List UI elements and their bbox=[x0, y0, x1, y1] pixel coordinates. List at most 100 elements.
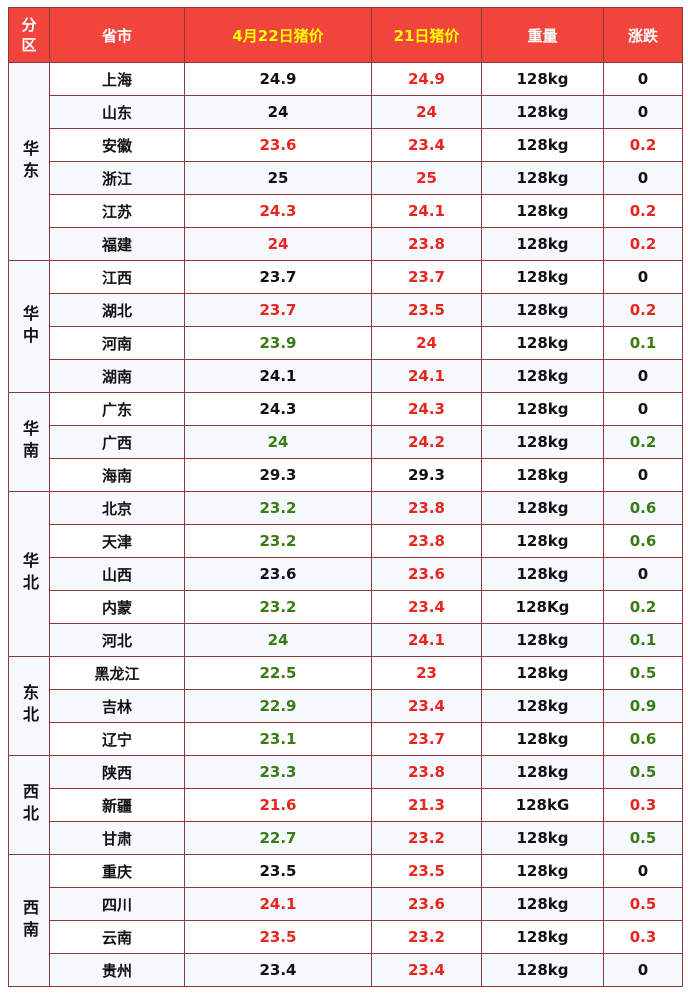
header-region: 分区 bbox=[8, 7, 50, 63]
weight-cell: 128kg bbox=[481, 161, 604, 195]
province-cell: 安徽 bbox=[49, 128, 185, 162]
province-cell: 河南 bbox=[49, 326, 185, 360]
region-label: 华中 bbox=[8, 260, 50, 393]
table-row: 西北 陕西 23.3 23.8 128kg 0.5 bbox=[8, 755, 683, 855]
price-21-cell: 24 bbox=[371, 326, 482, 360]
change-cell: 0.2 bbox=[603, 227, 683, 261]
change-cell: 0 bbox=[603, 62, 683, 96]
region-label: 西北 bbox=[8, 755, 50, 855]
weight-cell: 128kg bbox=[481, 755, 604, 789]
change-cell: 0 bbox=[603, 359, 683, 393]
province-cell: 广西 bbox=[49, 425, 185, 459]
table-row: 华北 北京 23.2 23.8 128kg 0.6 bbox=[8, 491, 683, 657]
price-0422-cell: 23.6 bbox=[184, 128, 372, 162]
province-cell: 四川 bbox=[49, 887, 185, 921]
price-0422-cell: 22.5 bbox=[184, 656, 372, 690]
table-row: 天津 23.2 23.8 128kg 0.6 bbox=[9, 524, 683, 558]
table-row: 甘肃 22.7 23.2 128kg 0.5 bbox=[9, 821, 683, 855]
table-row: 贵州 23.4 23.4 128kg 0 bbox=[9, 953, 683, 987]
region-label: 华东 bbox=[8, 62, 50, 261]
province-cell: 吉林 bbox=[49, 689, 185, 723]
price-0422-cell: 23.5 bbox=[184, 854, 372, 888]
change-cell: 0.6 bbox=[603, 722, 683, 756]
weight-cell: 128kg bbox=[481, 524, 604, 558]
table-row: 河南 23.9 24 128kg 0.1 bbox=[9, 326, 683, 360]
change-cell: 0.2 bbox=[603, 293, 683, 327]
table-row: 山东 24 24 128kg 0 bbox=[9, 95, 683, 129]
weight-cell: 128kg bbox=[481, 623, 604, 657]
change-cell: 0 bbox=[603, 161, 683, 195]
price-21-cell: 29.3 bbox=[371, 458, 482, 492]
price-0422-cell: 24 bbox=[184, 95, 372, 129]
price-21-cell: 23.4 bbox=[371, 689, 482, 723]
price-0422-cell: 24 bbox=[184, 623, 372, 657]
table-row: 浙江 25 25 128kg 0 bbox=[9, 161, 683, 195]
change-cell: 0.2 bbox=[603, 425, 683, 459]
province-cell: 浙江 bbox=[49, 161, 185, 195]
change-cell: 0.3 bbox=[603, 920, 683, 954]
price-0422-cell: 24 bbox=[184, 425, 372, 459]
price-0422-cell: 23.3 bbox=[184, 755, 372, 789]
table-row: 云南 23.5 23.2 128kg 0.3 bbox=[9, 920, 683, 954]
price-21-cell: 23.8 bbox=[371, 491, 482, 525]
table-row: 江苏 24.3 24.1 128kg 0.2 bbox=[9, 194, 683, 228]
weight-cell: 128kg bbox=[481, 95, 604, 129]
change-cell: 0.6 bbox=[603, 491, 683, 525]
table-row: 海南 29.3 29.3 128kg 0 bbox=[9, 458, 683, 492]
price-0422-cell: 25 bbox=[184, 161, 372, 195]
price-21-cell: 23.4 bbox=[371, 590, 482, 624]
change-cell: 0.5 bbox=[603, 821, 683, 855]
change-cell: 0.3 bbox=[603, 788, 683, 822]
price-0422-cell: 23.4 bbox=[184, 953, 372, 987]
weight-cell: 128kg bbox=[481, 293, 604, 327]
province-cell: 江苏 bbox=[49, 194, 185, 228]
price-21-cell: 23.6 bbox=[371, 557, 482, 591]
province-cell: 内蒙 bbox=[49, 590, 185, 624]
change-cell: 0.6 bbox=[603, 524, 683, 558]
weight-cell: 128kg bbox=[481, 227, 604, 261]
weight-cell: 128kg bbox=[481, 260, 604, 294]
change-cell: 0 bbox=[603, 953, 683, 987]
table-row: 河北 24 24.1 128kg 0.1 bbox=[9, 623, 683, 657]
price-21-cell: 23.2 bbox=[371, 821, 482, 855]
table-row: 华东 上海 24.9 24.9 128kg 0 bbox=[8, 62, 683, 261]
province-cell: 福建 bbox=[49, 227, 185, 261]
change-cell: 0 bbox=[603, 458, 683, 492]
province-cell: 海南 bbox=[49, 458, 185, 492]
province-cell: 甘肃 bbox=[49, 821, 185, 855]
price-21-cell: 21.3 bbox=[371, 788, 482, 822]
price-0422-cell: 24.1 bbox=[184, 887, 372, 921]
price-21-cell: 23.2 bbox=[371, 920, 482, 954]
price-21-cell: 23.4 bbox=[371, 128, 482, 162]
price-0422-cell: 23.7 bbox=[184, 260, 372, 294]
price-0422-cell: 23.2 bbox=[184, 524, 372, 558]
header-price-21: 21日猪价 bbox=[371, 7, 482, 63]
change-cell: 0 bbox=[603, 854, 683, 888]
region-label: 华北 bbox=[8, 491, 50, 657]
header-row: 分区 省市 4月22日猪价 21日猪价 重量 涨跌 bbox=[8, 7, 683, 63]
price-0422-cell: 23.2 bbox=[184, 491, 372, 525]
price-0422-cell: 22.7 bbox=[184, 821, 372, 855]
price-0422-cell: 23.9 bbox=[184, 326, 372, 360]
weight-cell: 128kg bbox=[481, 689, 604, 723]
price-21-cell: 23.7 bbox=[371, 722, 482, 756]
change-cell: 0 bbox=[603, 95, 683, 129]
price-21-cell: 23.5 bbox=[371, 293, 482, 327]
weight-cell: 128Kg bbox=[481, 590, 604, 624]
province-cell: 山西 bbox=[49, 557, 185, 591]
province-cell: 新疆 bbox=[49, 788, 185, 822]
province-cell: 贵州 bbox=[49, 953, 185, 987]
change-cell: 0.1 bbox=[603, 326, 683, 360]
weight-cell: 128kg bbox=[481, 392, 604, 426]
table-row: 安徽 23.6 23.4 128kg 0.2 bbox=[9, 128, 683, 162]
price-21-cell: 23.6 bbox=[371, 887, 482, 921]
price-21-cell: 23.8 bbox=[371, 755, 482, 789]
province-cell: 北京 bbox=[49, 491, 185, 525]
province-cell: 陕西 bbox=[49, 755, 185, 789]
header-price-0422: 4月22日猪价 bbox=[184, 7, 372, 63]
region-label: 华南 bbox=[8, 392, 50, 492]
weight-cell: 128kg bbox=[481, 821, 604, 855]
weight-cell: 128kg bbox=[481, 854, 604, 888]
table-row: 广西 24 24.2 128kg 0.2 bbox=[9, 425, 683, 459]
price-21-cell: 24.2 bbox=[371, 425, 482, 459]
